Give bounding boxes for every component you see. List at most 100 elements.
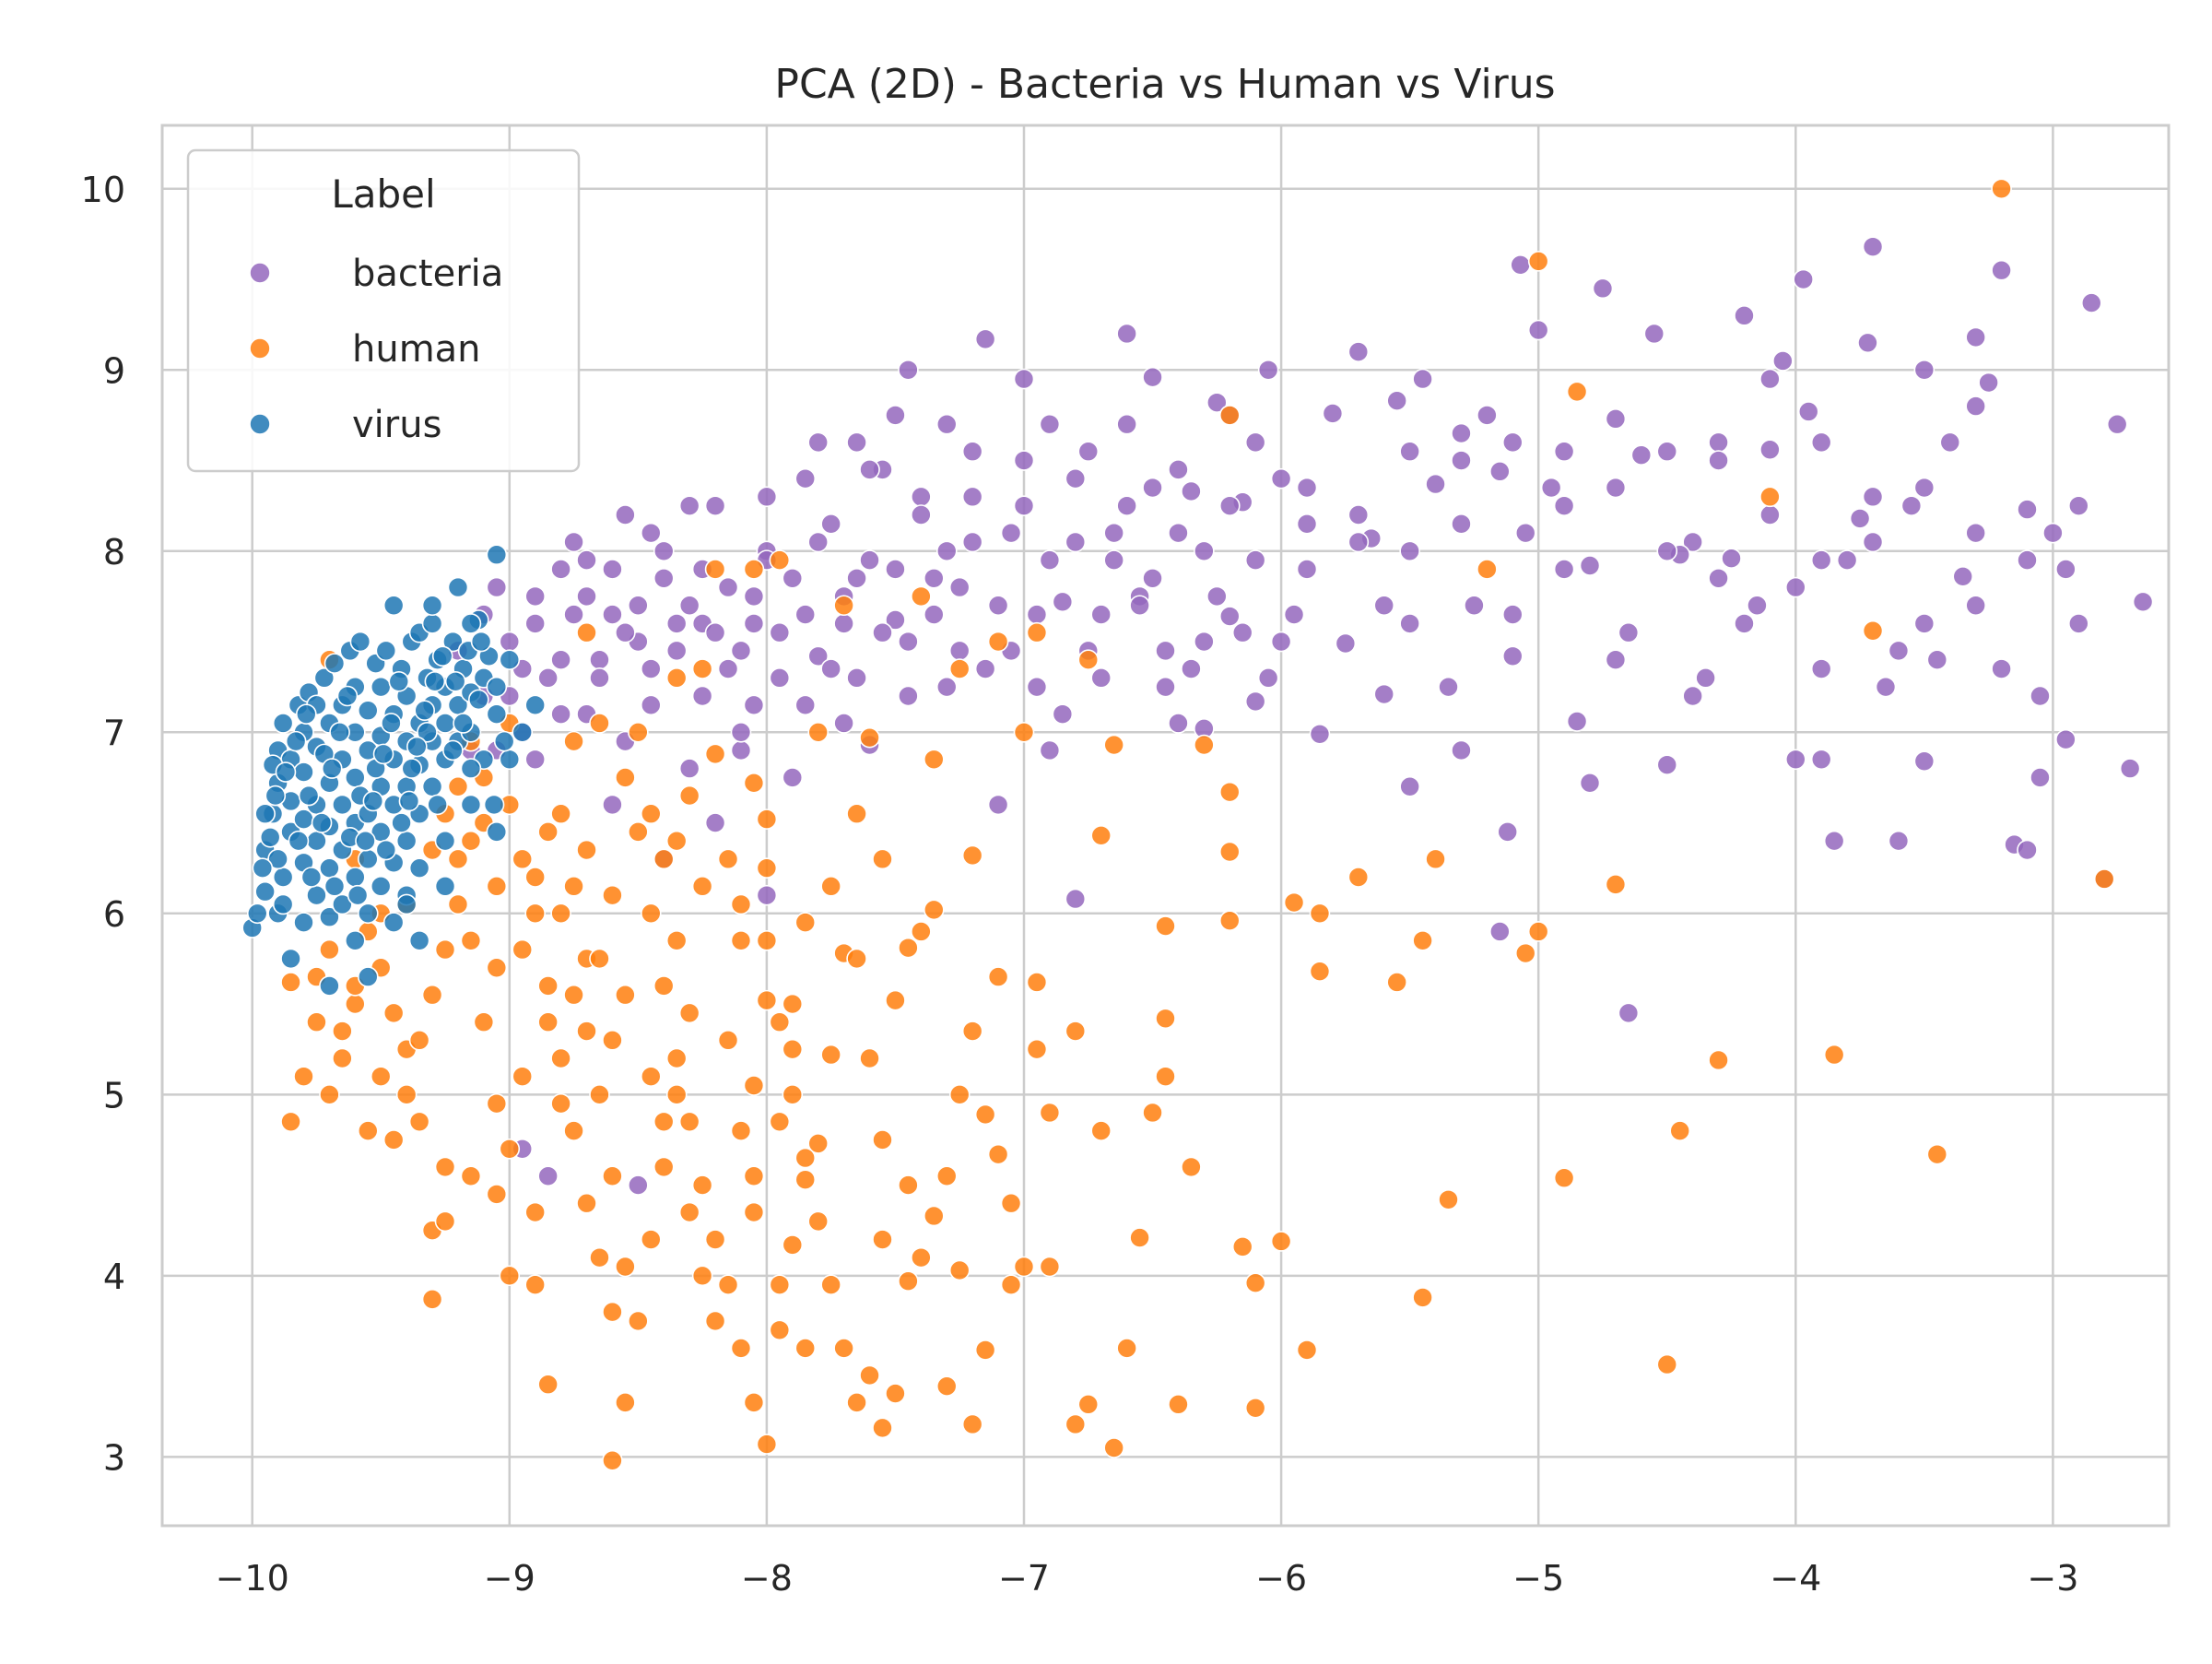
virus-point: [434, 876, 456, 897]
bacteria-point: [1206, 585, 1228, 608]
human-point: [665, 667, 688, 689]
bacteria-point: [653, 567, 675, 589]
human-point: [357, 1120, 379, 1141]
human-point: [499, 1265, 521, 1287]
human-point: [1412, 929, 1433, 951]
human-point: [1823, 1044, 1845, 1066]
bacteria-point: [1181, 658, 1202, 679]
bacteria-point: [1322, 403, 1344, 424]
virus-point: [460, 758, 482, 779]
bacteria-point: [885, 559, 906, 580]
bacteria-point: [2055, 559, 2077, 580]
legend-label-virus: virus: [352, 404, 441, 446]
bacteria-point: [1077, 441, 1100, 463]
bacteria-point: [1116, 495, 1137, 516]
human-point: [872, 1229, 893, 1250]
human-point: [537, 1011, 559, 1033]
human-point: [332, 1021, 353, 1042]
bacteria-point: [1168, 522, 1189, 544]
bacteria-point: [1065, 888, 1087, 910]
human-point: [846, 803, 867, 825]
human-point: [486, 1184, 508, 1205]
bacteria-point: [898, 631, 919, 653]
bacteria-point: [615, 621, 636, 643]
y-tick-label: 6: [103, 894, 125, 935]
human-point: [653, 848, 675, 870]
virus-point: [467, 689, 489, 711]
human-point: [345, 993, 366, 1015]
human-point: [550, 803, 571, 825]
human-point: [1026, 972, 1048, 993]
human-point: [704, 743, 726, 765]
bacteria-point: [961, 486, 983, 508]
legend-box: [186, 148, 581, 473]
bacteria-point: [2017, 499, 2038, 520]
human-point: [1065, 1021, 1087, 1042]
virus-point: [395, 830, 418, 852]
bacteria-point: [1965, 395, 1986, 417]
bacteria-point: [1888, 640, 1910, 662]
virus-point: [254, 803, 276, 825]
human-point: [473, 1011, 495, 1033]
human-point: [898, 1270, 919, 1292]
human-point: [640, 803, 662, 825]
virus-point: [275, 761, 297, 783]
bacteria-point: [1039, 413, 1061, 435]
x-tick-label: −8: [741, 1558, 793, 1599]
virus-point: [347, 884, 369, 906]
bacteria-point: [1000, 522, 1022, 544]
human-point: [512, 848, 534, 870]
human-point: [1527, 921, 1549, 942]
y-tick-label: 3: [103, 1437, 125, 1478]
bacteria-point: [1438, 676, 1459, 698]
bacteria-point: [550, 649, 571, 670]
bacteria-point: [885, 609, 906, 631]
bacteria-point: [1501, 604, 1524, 625]
y-tick-label: 9: [103, 350, 125, 391]
human-point: [447, 848, 469, 870]
virus-point: [431, 645, 453, 667]
bacteria-point: [1793, 268, 1814, 290]
virus-point: [486, 821, 508, 843]
bacteria-point: [1399, 441, 1420, 463]
bacteria-point: [1155, 640, 1176, 662]
human-point: [486, 876, 508, 897]
bacteria-point: [1270, 631, 1292, 653]
human-point: [434, 1210, 456, 1233]
y-tick-label: 8: [103, 532, 125, 572]
human-point: [589, 1084, 610, 1105]
bacteria-point: [846, 431, 867, 454]
bacteria-point: [859, 549, 880, 571]
bacteria-point: [2068, 613, 2089, 634]
virus-point: [345, 867, 366, 888]
virus-point: [345, 767, 366, 788]
bacteria-point: [1810, 658, 1832, 679]
bacteria-point: [1090, 667, 1112, 689]
human-point: [1270, 1231, 1292, 1252]
x-tick-label: −3: [2027, 1558, 2078, 1599]
bacteria-point: [1553, 441, 1575, 463]
human-point: [1000, 1192, 1022, 1214]
human-point: [1013, 721, 1035, 743]
human-point: [1103, 734, 1124, 756]
human-point: [859, 726, 880, 749]
human-point: [1039, 1256, 1061, 1278]
bacteria-point: [1682, 685, 1703, 707]
human-point: [615, 767, 636, 788]
bacteria-point: [743, 613, 765, 634]
virus-point: [398, 790, 420, 812]
bacteria-point: [1810, 549, 1832, 571]
x-tick-label: −5: [1512, 1558, 1564, 1599]
human-point: [794, 912, 817, 933]
bacteria-point: [1656, 540, 1678, 562]
bacteria-point: [717, 576, 739, 598]
bacteria-point: [691, 685, 713, 707]
virus-point: [447, 576, 469, 598]
human-point: [769, 549, 791, 571]
human-point: [550, 1092, 571, 1115]
human-point: [691, 1174, 713, 1196]
bacteria-point: [1347, 341, 1370, 362]
virus-point: [265, 785, 287, 807]
bacteria-point: [1296, 513, 1318, 535]
bacteria-point: [1155, 676, 1176, 698]
